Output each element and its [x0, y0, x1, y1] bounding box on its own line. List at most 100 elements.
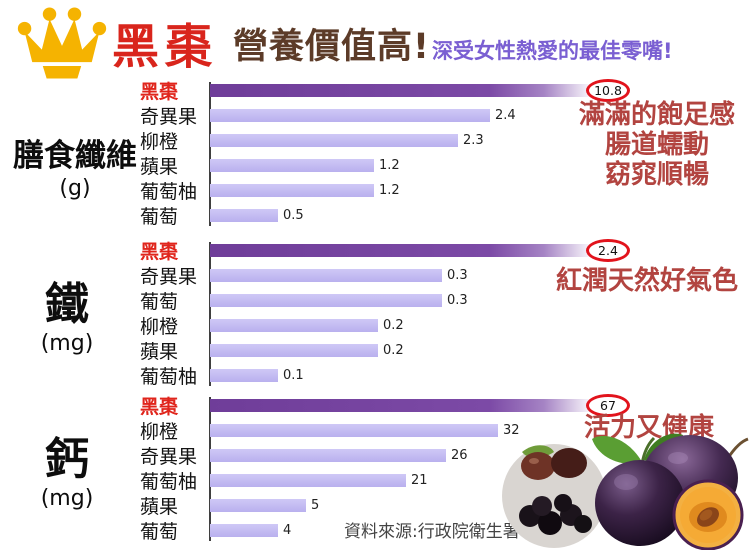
bar-value: 2.3	[463, 133, 484, 148]
value-bar	[210, 184, 374, 197]
bar-rows: 黑棗 2.4 奇異果 0.3 葡萄 0.3 柳橙 0.2 蘋果 0.2 葡萄柚 0.1	[140, 238, 630, 388]
chart-row: 葡萄 0.3	[140, 288, 610, 313]
value-bar	[210, 424, 498, 437]
bar-value: 5	[311, 498, 320, 513]
bar-value: 1.2	[379, 158, 400, 173]
chart-row: 葡萄 0.5	[140, 203, 610, 228]
row-label: 葡萄柚	[140, 181, 198, 203]
highlight-value-oval: 67	[586, 394, 630, 417]
annotation-line: 窈窕順暢	[604, 160, 709, 190]
bar-value: 0.2	[383, 318, 404, 333]
value-bar	[210, 449, 446, 462]
bar-area: 1.2	[210, 178, 610, 203]
bar-area: 32	[210, 418, 610, 443]
value-bar	[210, 319, 378, 332]
bar-area: 21	[210, 468, 610, 493]
bar-area: 2.4	[210, 238, 630, 263]
row-label-highlight: 黑棗	[140, 81, 179, 103]
highlight-value-oval: 10.8	[586, 79, 630, 102]
value-bar	[210, 474, 406, 487]
category-title: 鈣	[45, 434, 89, 485]
bar-area: 0.2	[210, 313, 610, 338]
bar-area: 0.3	[210, 263, 610, 288]
row-label: 葡萄	[140, 291, 179, 313]
chart-row: 蘋果 5	[140, 493, 610, 518]
axis-line	[209, 397, 211, 541]
bar-value: 0.2	[383, 343, 404, 358]
chart-row: 柳橙 2.3	[140, 128, 610, 153]
bar-value: 32	[503, 423, 520, 438]
chart-row: 葡萄 4	[140, 518, 610, 543]
crown-icon	[17, 7, 107, 79]
bar-area: 5	[210, 493, 610, 518]
bar-area: 1.2	[210, 153, 610, 178]
row-label: 蘋果	[140, 341, 179, 363]
highlight-value-oval: 2.4	[586, 239, 630, 262]
bar-value: 0.1	[283, 368, 304, 383]
bar-value: 0.3	[447, 268, 468, 283]
row-label: 葡萄	[140, 521, 179, 543]
axis-line	[209, 82, 211, 226]
value-bar	[210, 499, 306, 512]
bar-area: 0.1	[210, 363, 610, 388]
value-bar	[210, 159, 374, 172]
value-bar	[210, 524, 278, 537]
halved-plum	[672, 479, 744, 550]
chart-row: 黑棗 10.8	[140, 78, 630, 103]
bar-value: 26	[451, 448, 468, 463]
row-label: 柳橙	[140, 131, 179, 153]
highlight-bar	[210, 84, 598, 97]
chart-row: 黑棗 67	[140, 393, 630, 418]
row-label: 蘋果	[140, 496, 179, 518]
bar-area: 2.4	[210, 103, 610, 128]
row-label: 奇異果	[140, 106, 198, 128]
highlight-bar	[210, 244, 598, 257]
row-label: 葡萄	[140, 206, 179, 228]
value-bar	[210, 134, 458, 147]
chart-row: 柳橙 32	[140, 418, 610, 443]
chart-row: 奇異果 26	[140, 443, 610, 468]
category-unit: (mg)	[40, 331, 94, 357]
annotation-line: 腸道蠕動	[604, 130, 709, 160]
value-bar	[210, 209, 278, 222]
chart-row: 蘋果 0.2	[140, 338, 610, 363]
header-text: 營養價值高! 深受女性熱愛的最佳零嘴!	[233, 18, 673, 69]
bar-value: 0.5	[283, 208, 304, 223]
bar-value: 21	[411, 473, 428, 488]
bar-area: 0.3	[210, 288, 610, 313]
row-label: 葡萄柚	[140, 471, 198, 493]
bar-area: 0.5	[210, 203, 610, 228]
row-label: 葡萄柚	[140, 366, 198, 388]
row-label: 柳橙	[140, 421, 179, 443]
axis-line	[209, 242, 211, 386]
chart-section-fiber: 膳食纖維 (g) 黑棗 10.8 奇異果 2.4 柳橙 2.3 蘋果 1.2 葡萄柚 1.2 葡萄 0…	[0, 78, 750, 238]
annotation-fiber: 滿滿的飽足感 腸道蠕動 窈窕順暢	[572, 100, 742, 190]
chart-row: 葡萄柚 21	[140, 468, 610, 493]
category-title: 膳食纖維	[13, 138, 137, 174]
value-bar	[210, 344, 378, 357]
chart-row: 蘋果 1.2	[140, 153, 610, 178]
data-source-text: 資料來源:行政院衛生署	[344, 522, 520, 542]
bar-rows: 黑棗 67 柳橙 32 奇異果 26 葡萄柚 21 蘋果 5 葡萄 4	[140, 393, 630, 543]
value-bar	[210, 109, 490, 122]
chart-section-iron: 鐵 (mg) 黑棗 2.4 奇異果 0.3 葡萄 0.3 柳橙 0.2 蘋果 0.2 葡萄柚 0.1 …	[0, 238, 750, 398]
bar-area: 26	[210, 443, 610, 468]
subtitle: 深受女性熱愛的最佳零嘴!	[431, 39, 673, 63]
category-label-calcium: 鈣 (mg)	[6, 434, 128, 511]
row-label: 蘋果	[140, 156, 179, 178]
bar-area: 0.2	[210, 338, 610, 363]
row-label-highlight: 黑棗	[140, 396, 179, 418]
annotation-line: 滿滿的飽足感	[578, 100, 735, 130]
chart-row: 奇異果 2.4	[140, 103, 610, 128]
highlight-bar	[210, 399, 598, 412]
bar-value: 2.4	[495, 108, 516, 123]
row-label: 柳橙	[140, 316, 179, 338]
chart-row: 柳橙 0.2	[140, 313, 610, 338]
row-label: 奇異果	[140, 266, 198, 288]
chart-row: 葡萄柚 0.1	[140, 363, 610, 388]
category-unit: (g)	[59, 175, 91, 201]
bar-area: 2.3	[210, 128, 610, 153]
bar-value: 1.2	[379, 183, 400, 198]
bar-value: 0.3	[447, 293, 468, 308]
